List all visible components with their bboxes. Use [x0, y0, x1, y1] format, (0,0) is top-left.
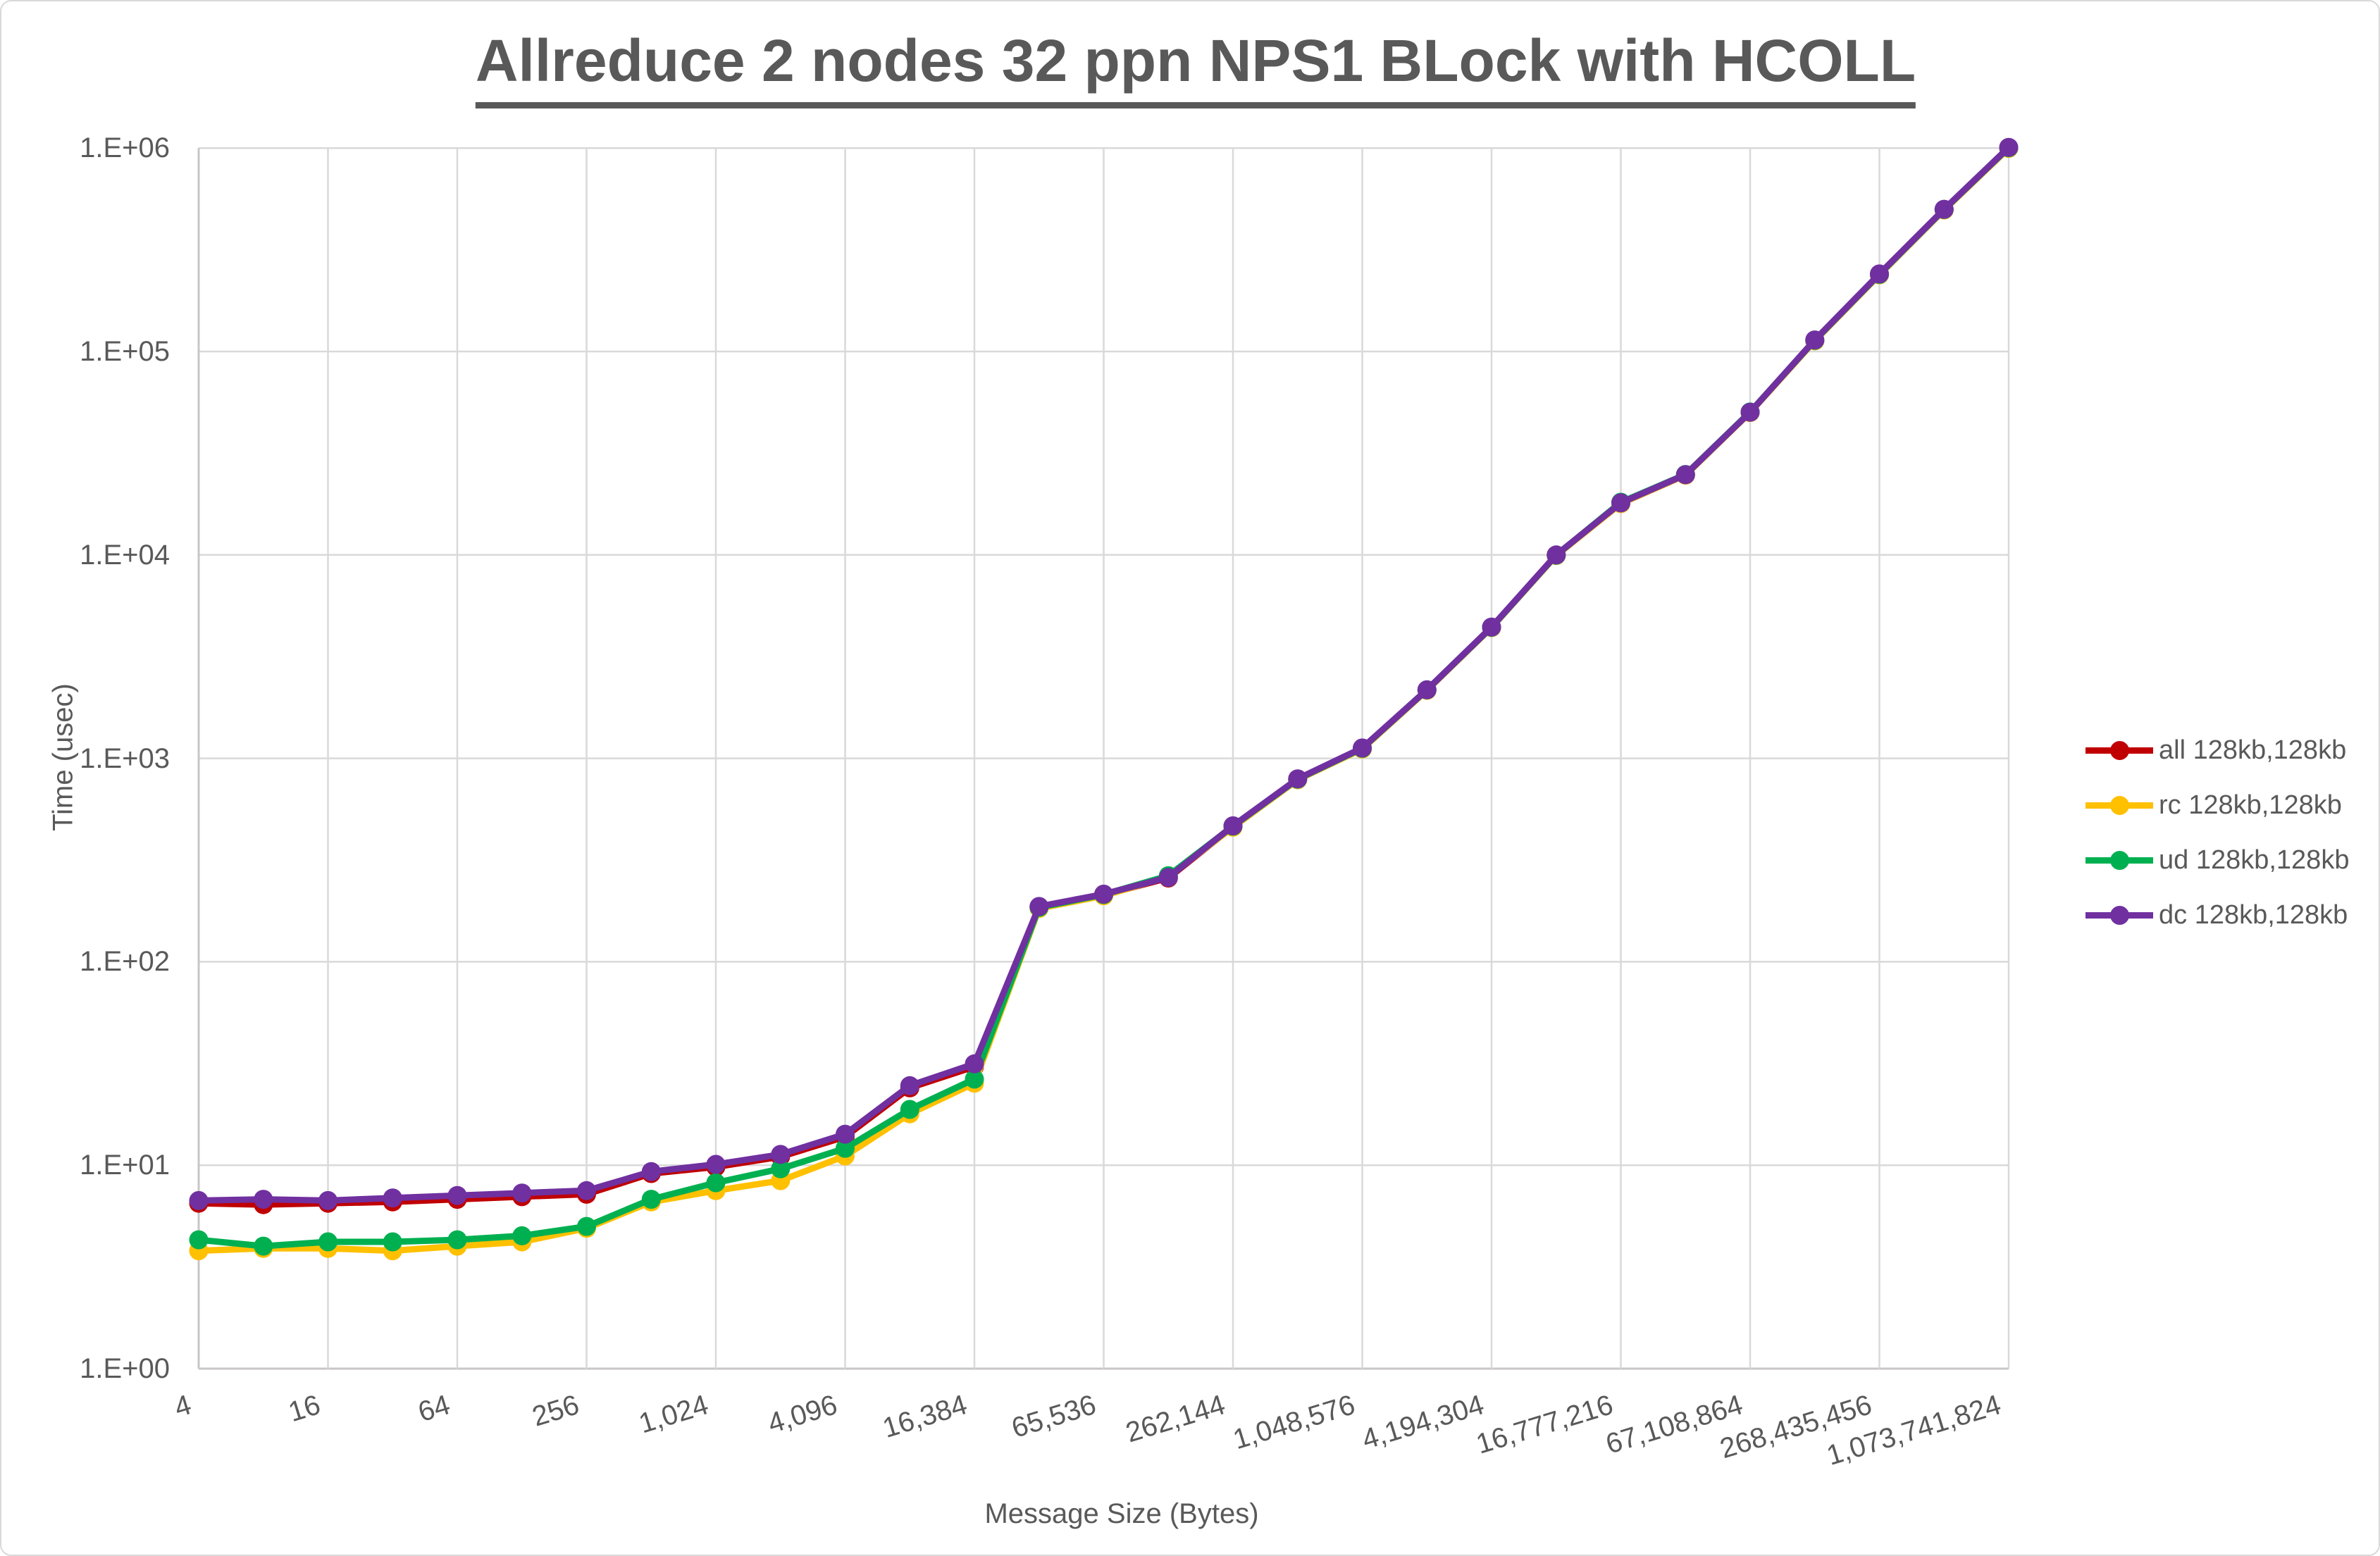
- data-point-marker: [1417, 680, 1437, 699]
- data-point-marker: [577, 1181, 596, 1200]
- data-point-marker: [189, 1190, 209, 1210]
- data-point-marker: [1482, 617, 1501, 637]
- data-point-marker: [965, 1069, 984, 1089]
- legend-item: dc 128kb,128kb: [2085, 898, 2348, 932]
- data-point-marker: [641, 1190, 661, 1209]
- chart-title: Allreduce 2 nodes 32 ppn NPS1 BLock with…: [475, 27, 1916, 108]
- data-point-marker: [836, 1138, 855, 1158]
- data-point-marker: [1805, 330, 1825, 350]
- data-point-marker: [965, 1054, 984, 1073]
- y-tick-label: 1.E+03: [80, 742, 170, 774]
- legend-item: rc 128kb,128kb: [2085, 788, 2342, 822]
- data-point-marker: [836, 1124, 855, 1144]
- data-point-marker: [1999, 137, 2019, 157]
- data-point-marker: [512, 1226, 532, 1245]
- legend-line-marker-icon: [2085, 733, 2153, 767]
- data-point-marker: [318, 1190, 337, 1210]
- data-point-marker: [706, 1173, 726, 1193]
- legend-label: ud 128kb,128kb: [2159, 845, 2350, 875]
- data-point-marker: [1353, 738, 1372, 758]
- data-point-marker: [447, 1185, 467, 1205]
- legend-line-marker-icon: [2085, 898, 2153, 932]
- data-point-marker: [706, 1154, 726, 1174]
- legend-item: all 128kb,128kb: [2085, 733, 2346, 767]
- data-point-marker: [1740, 402, 1760, 422]
- data-point-marker: [641, 1162, 661, 1181]
- data-point-marker: [1547, 545, 1566, 565]
- data-point-marker: [1094, 884, 1113, 904]
- y-tick-label: 1.E+00: [80, 1353, 170, 1384]
- data-point-marker: [512, 1183, 532, 1203]
- legend-item: ud 128kb,128kb: [2085, 843, 2349, 877]
- data-point-marker: [771, 1145, 791, 1164]
- legend-line-marker-icon: [2085, 788, 2153, 822]
- x-axis-title: Message Size (Bytes): [984, 1498, 1259, 1529]
- legend-label: rc 128kb,128kb: [2159, 790, 2342, 820]
- y-tick-label: 1.E+05: [80, 336, 170, 367]
- data-point-marker: [1158, 868, 1178, 888]
- legend-line-marker-icon: [2085, 843, 2153, 877]
- legend-label: dc 128kb,128kb: [2159, 900, 2348, 930]
- data-point-marker: [318, 1232, 337, 1252]
- data-point-marker: [1611, 493, 1630, 513]
- data-point-marker: [900, 1076, 919, 1095]
- data-point-marker: [577, 1216, 596, 1236]
- data-point-marker: [1870, 264, 1889, 284]
- y-tick-label: 1.E+06: [80, 132, 170, 164]
- y-axis-title: Time (usec): [47, 683, 79, 831]
- data-point-marker: [1288, 769, 1308, 789]
- y-tick-label: 1.E+01: [80, 1150, 170, 1181]
- data-point-marker: [447, 1230, 467, 1250]
- y-tick-label: 1.E+04: [80, 539, 170, 571]
- data-point-marker: [1223, 816, 1243, 835]
- data-point-marker: [1934, 199, 1954, 219]
- data-point-marker: [383, 1188, 402, 1208]
- data-point-marker: [1675, 465, 1695, 485]
- y-tick-label: 1.E+02: [80, 946, 170, 978]
- data-point-marker: [254, 1236, 273, 1256]
- data-point-marker: [383, 1232, 402, 1252]
- data-point-marker: [189, 1230, 209, 1250]
- data-point-marker: [771, 1159, 791, 1178]
- data-point-marker: [1029, 897, 1049, 916]
- data-point-marker: [254, 1190, 273, 1209]
- data-point-marker: [900, 1100, 919, 1119]
- legend-label: all 128kb,128kb: [2159, 735, 2347, 765]
